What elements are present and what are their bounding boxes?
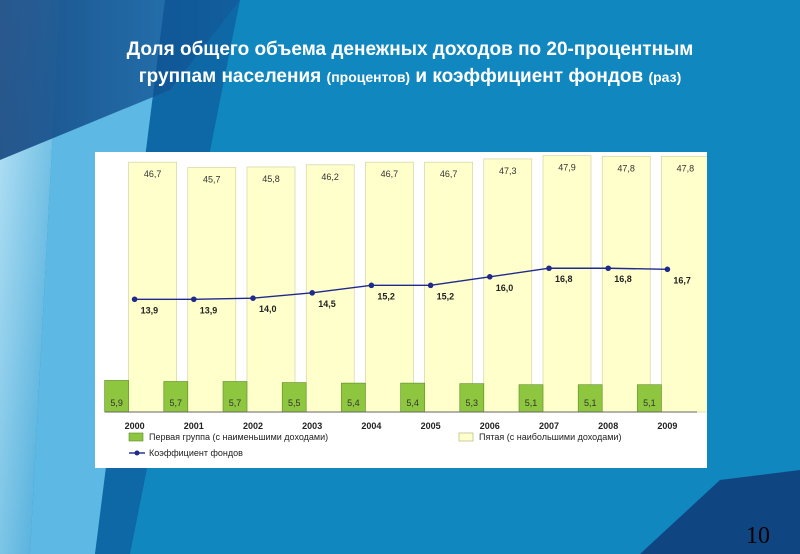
x-tick-2006: 2006 xyxy=(480,421,500,431)
x-tick-2000: 2000 xyxy=(125,421,145,431)
label-high-2000: 46,7 xyxy=(144,169,162,179)
label-low-2008: 5,1 xyxy=(584,398,597,408)
legend-label-coefficient: Коэффициент фондов xyxy=(149,448,243,458)
point-coefficient-2002 xyxy=(250,295,256,301)
bar-high-2007 xyxy=(542,155,592,413)
x-tick-2008: 2008 xyxy=(598,421,618,431)
label-high-2008: 47,8 xyxy=(617,163,635,173)
point-coefficient-2004 xyxy=(368,282,375,289)
point-coefficient-2007 xyxy=(546,265,552,272)
point-coefficient-2006 xyxy=(487,274,493,280)
label-low-2005: 5,4 xyxy=(406,398,419,408)
label-high-2001: 45,7 xyxy=(203,175,221,185)
bar-high-2006 xyxy=(483,158,533,413)
x-tick-2009: 2009 xyxy=(657,421,677,431)
bar-high-2008 xyxy=(601,155,651,413)
bar-high-2000 xyxy=(128,161,177,413)
label-coefficient-2000: 13,9 xyxy=(141,305,159,315)
label-coefficient-2008: 16,8 xyxy=(614,274,632,284)
income-chart: 46,7 5,9 2000 45,7 5,7 2001 45,8 5,7 2002 46,2 5,5… xyxy=(104,155,710,458)
series-line-coefficient xyxy=(134,267,668,300)
label-coefficient-2007: 16,8 xyxy=(555,274,573,284)
x-tick-2007: 2007 xyxy=(539,421,559,431)
label-coefficient-2009: 16,7 xyxy=(673,275,691,285)
title-part-b: (процентов) xyxy=(326,69,411,85)
label-low-2009: 5,1 xyxy=(643,398,656,408)
point-coefficient-2000 xyxy=(131,296,138,303)
label-coefficient-2002: 14,0 xyxy=(259,304,277,314)
label-high-2004: 46,7 xyxy=(381,169,399,179)
label-high-2007: 47,9 xyxy=(558,163,576,173)
point-coefficient-2005 xyxy=(427,282,434,289)
legend-label-low: Первая группа (с наименьшими доходами) xyxy=(149,432,328,442)
title-line-2: группам населения (процентов) и коэффици… xyxy=(60,63,760,91)
label-high-2002: 45,8 xyxy=(262,174,280,184)
x-tick-2001: 2001 xyxy=(184,421,204,431)
label-high-2009: 47,8 xyxy=(677,163,695,173)
legend-swatch-low xyxy=(128,432,144,442)
title-part-d: (раз) xyxy=(648,69,682,85)
slide-title: Доля общего объема денежных доходов по 2… xyxy=(60,36,760,91)
label-low-2003: 5,5 xyxy=(288,398,301,408)
label-high-2006: 47,3 xyxy=(499,166,517,176)
label-coefficient-2006: 16,0 xyxy=(496,283,514,293)
chart-panel: 46,7 5,9 2000 45,7 5,7 2001 45,8 5,7 2002 46,2 5,5… xyxy=(95,152,710,468)
x-tick-2002: 2002 xyxy=(243,421,263,431)
x-tick-2004: 2004 xyxy=(361,421,381,431)
label-low-2006: 5,3 xyxy=(466,398,479,408)
bar-high-2001 xyxy=(187,167,237,413)
bar-low-2007 xyxy=(518,384,544,413)
title-line-1: Доля общего объема денежных доходов по 2… xyxy=(126,39,694,60)
label-low-2007: 5,1 xyxy=(525,398,538,408)
label-low-2001: 5,7 xyxy=(170,398,183,408)
x-tick-2005: 2005 xyxy=(421,421,441,431)
title-part-c: и коэффициент фондов xyxy=(415,66,644,87)
point-coefficient-2003 xyxy=(309,290,315,296)
bar-low-2008 xyxy=(577,384,603,413)
bar-low-2001 xyxy=(163,381,189,413)
x-tick-2003: 2003 xyxy=(302,421,322,431)
point-coefficient-2001 xyxy=(191,296,197,303)
bar-low-2000 xyxy=(104,380,129,413)
label-high-2003: 46,2 xyxy=(321,172,339,182)
label-coefficient-2005: 15,2 xyxy=(437,291,455,301)
bar-high-2002 xyxy=(246,166,296,413)
bar-low-2006 xyxy=(459,383,485,413)
legend-swatch-high xyxy=(458,432,474,442)
label-coefficient-2004: 15,2 xyxy=(377,291,395,301)
label-coefficient-2003: 14,5 xyxy=(318,299,336,309)
bar-low-2003 xyxy=(281,382,307,413)
slide-page-number: 10 xyxy=(746,523,770,549)
legend-label-high: Пятая (с наибольшими доходами) xyxy=(479,432,621,442)
bar-low-2009 xyxy=(637,384,662,413)
label-high-2005: 46,7 xyxy=(440,169,458,179)
label-low-2002: 5,7 xyxy=(229,398,242,408)
label-low-2004: 5,4 xyxy=(347,398,360,408)
point-coefficient-2009 xyxy=(664,266,671,273)
bar-low-2002 xyxy=(222,381,248,413)
label-coefficient-2001: 13,9 xyxy=(200,305,218,315)
point-coefficient-2008 xyxy=(605,265,611,272)
legend-marker-coefficient xyxy=(134,450,140,456)
label-low-2000: 5,9 xyxy=(110,398,123,408)
title-part-a: группам населения xyxy=(138,66,322,87)
bar-high-2009 xyxy=(661,155,710,413)
